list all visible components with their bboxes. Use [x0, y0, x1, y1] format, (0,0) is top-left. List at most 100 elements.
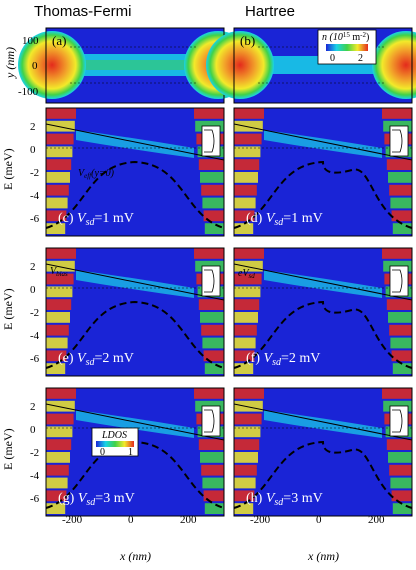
edge-stripe [202, 197, 224, 209]
edge-stripe [202, 477, 224, 489]
panel-g: (g) Vsd=3 mV [45, 387, 225, 517]
edge-stripe [234, 400, 263, 412]
panel-frame [233, 107, 413, 237]
x-axis-label-left: x (nm) [119, 549, 151, 563]
x-tick-neg200-left: -200 [62, 514, 83, 526]
edge-stripe [234, 299, 260, 310]
edge-stripe [388, 312, 412, 323]
ldos-colorbar-gradient [96, 441, 134, 447]
inset-curve [204, 269, 215, 293]
vsd-label-e: (e) Vsd=2 mV [58, 351, 134, 368]
vsd-label-c: (c) Vsd=1 mV [58, 211, 134, 228]
ldos-band [76, 130, 194, 158]
energy-tick: -2 [30, 167, 39, 179]
density-colorbar-title: n (10 [322, 32, 343, 43]
edge-stripe [389, 324, 412, 336]
edge-stripe [234, 464, 257, 476]
inset-box [201, 265, 221, 297]
edge-stripe [46, 184, 69, 196]
inset-box [201, 125, 221, 157]
edge-stripe [198, 299, 224, 310]
panel-h: (h) Vsd=3 mV [233, 387, 413, 517]
edge-stripe [391, 490, 412, 502]
edge-stripe [392, 363, 412, 374]
edge-stripe [194, 248, 224, 259]
inset-curve [204, 129, 215, 153]
density-colorbar-close: ) [366, 32, 369, 43]
edge-stripe [234, 324, 257, 336]
edge-stripe [46, 400, 75, 412]
edge-stripe [234, 490, 255, 502]
edge-stripe [203, 210, 224, 222]
energy-tick: -2 [30, 307, 39, 319]
energy-tick: -6 [30, 213, 40, 225]
edge-stripe [234, 337, 256, 349]
edge-stripe [46, 452, 70, 463]
edge-stripe [234, 363, 254, 374]
edge-stripe [46, 248, 76, 259]
edge-stripe [386, 159, 412, 170]
bias-line [45, 403, 225, 441]
panel-f: (f) Vsd=2 mV [233, 247, 413, 377]
energy-tick: 0 [30, 144, 36, 156]
panel-frame [233, 247, 413, 377]
vsd-label-g: (g) Vsd=3 mV [58, 491, 135, 508]
density-tick-100: 100 [22, 35, 39, 47]
ldos-band [264, 410, 382, 438]
edge-stripe [234, 108, 264, 119]
edge-stripe [234, 260, 263, 272]
energy-tick: -4 [30, 190, 40, 202]
column-title-thomas-fermi: Thomas-Fermi [34, 3, 132, 20]
inset-curve [392, 129, 403, 153]
density-colorbar-unit-exp: -2 [360, 31, 366, 39]
edge-stripe [234, 350, 255, 362]
ldos-band [264, 270, 382, 298]
panel-bg [234, 248, 412, 376]
energy-tick: 2 [30, 401, 36, 413]
edge-stripe [234, 184, 257, 196]
ldos-band [76, 270, 194, 298]
edge-stripe [198, 159, 224, 170]
edge-stripe [46, 477, 68, 489]
edge-stripe [386, 299, 412, 310]
inset-box [389, 265, 409, 297]
x-tick-0-right: 0 [316, 514, 322, 526]
edge-stripe [234, 159, 260, 170]
bias-line [233, 263, 413, 301]
edge-stripe [388, 452, 412, 463]
edge-stripe [234, 223, 254, 234]
density-tick-0: 0 [32, 60, 38, 72]
edge-stripe [234, 312, 258, 323]
edge-stripe [390, 197, 412, 209]
x-tick-0-left: 0 [128, 514, 134, 526]
edge-stripe [204, 363, 224, 374]
edge-stripe [234, 146, 261, 158]
panel-label-b: (b) [240, 33, 255, 48]
edge-stripe [234, 120, 263, 132]
evsd-annotation: eVsd [238, 268, 255, 280]
potential-curve [233, 440, 413, 509]
panel-c: (c) Vsd=1 mV [45, 107, 225, 237]
edge-stripe [46, 464, 69, 476]
edge-stripe [388, 172, 412, 183]
ldos-colorbar-title: LDOS [101, 430, 127, 441]
energy-tick: -4 [30, 470, 40, 482]
edge-stripe [392, 503, 412, 514]
vbias-annotation: Vbias [50, 266, 68, 278]
edge-stripe [46, 388, 76, 399]
edge-stripe [234, 133, 262, 145]
edge-stripe [389, 464, 412, 476]
panel-a: (a) [18, 27, 252, 104]
density-colorbar-unit: m [350, 32, 361, 43]
column-title-hartree: Hartree [245, 3, 295, 20]
panel-b: (b) n (1015 m-2) 0 2 [206, 27, 416, 104]
edge-stripe [234, 210, 255, 222]
edge-stripe [234, 426, 261, 438]
edge-stripe [46, 260, 75, 272]
edge-stripe [204, 503, 224, 514]
edge-stripe [234, 286, 261, 298]
inset-box [389, 125, 409, 157]
x-axis-label-right: x (nm) [307, 549, 339, 563]
ldos-panels: (c) Vsd=1 mV 2 0 -2 -4 -6 (d) Vsd=1 mV (e) Vsd=… [30, 107, 413, 517]
edge-stripe [46, 273, 74, 285]
